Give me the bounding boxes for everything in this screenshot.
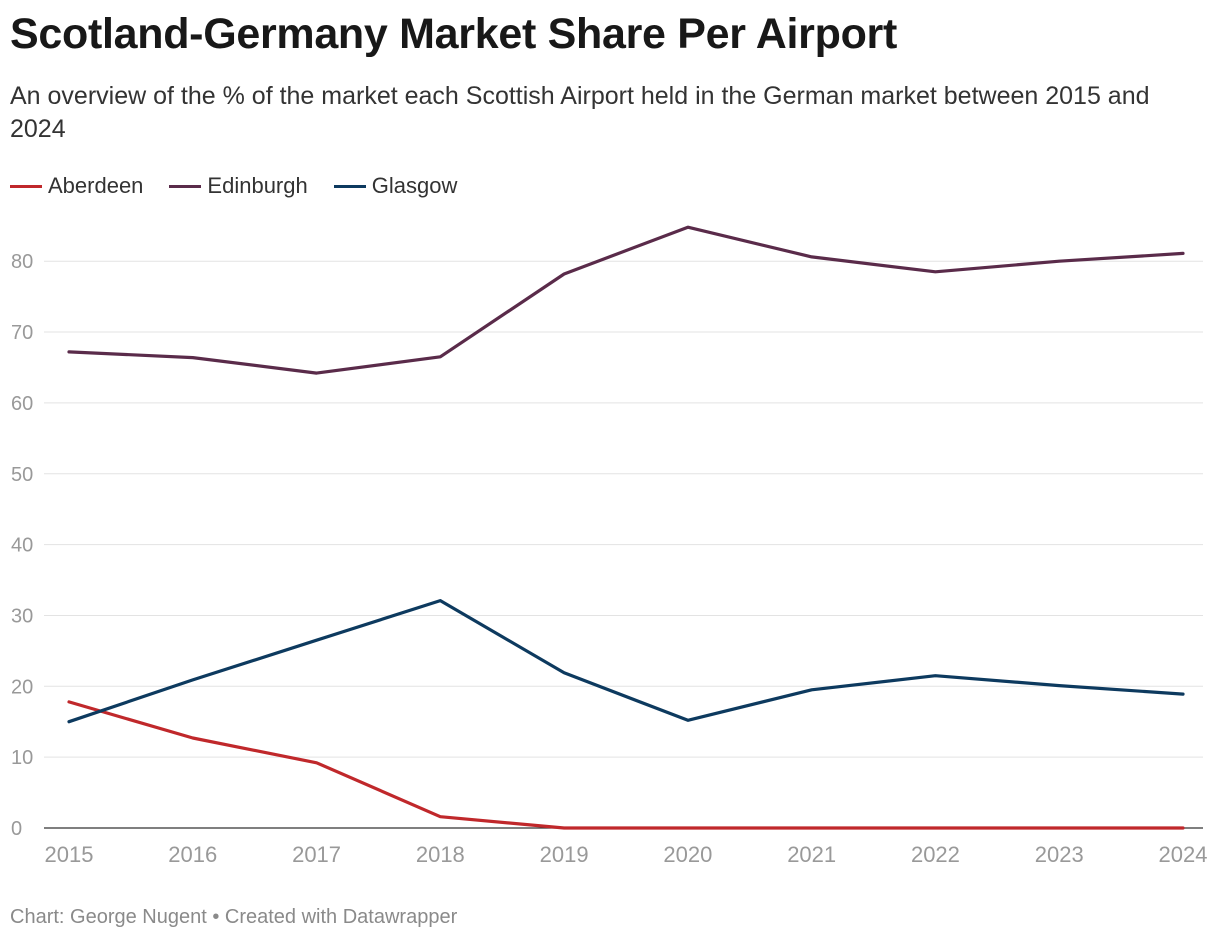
gridlines <box>44 260 1203 829</box>
legend-label-aberdeen: Aberdeen <box>48 173 144 198</box>
y-tick-label: 30 <box>11 605 33 627</box>
series-line-glasgow <box>67 598 1185 724</box>
y-tick-label: 60 <box>11 393 33 415</box>
x-tick-label: 2023 <box>1035 842 1084 867</box>
x-tick-label: 2024 <box>1159 842 1208 867</box>
legend: Aberdeen Edinburgh Glasgow <box>10 173 483 199</box>
x-tick-label: 2017 <box>292 842 341 867</box>
legend-swatch-edinburgh <box>169 184 202 188</box>
y-tick-label: 40 <box>11 535 33 557</box>
y-tick-label: 70 <box>11 322 33 344</box>
chart-subtitle: An overview of the % of the market each … <box>10 82 1150 143</box>
x-tick-label: 2020 <box>663 842 712 867</box>
x-tick-label: 2019 <box>540 842 589 867</box>
y-axis-ticks: 0 10 20 30 40 50 60 70 80 <box>11 251 33 840</box>
y-tick-label: 0 <box>11 818 22 840</box>
y-tick-label: 80 <box>11 251 33 273</box>
legend-item-aberdeen: Aberdeen <box>10 173 143 199</box>
x-tick-label: 2016 <box>168 842 217 867</box>
series-lines <box>67 225 1185 830</box>
legend-swatch-glasgow <box>333 184 366 188</box>
x-tick-label: 2022 <box>911 842 960 867</box>
series-line-aberdeen <box>67 700 1185 830</box>
chart-footer: Chart: George Nugent • Created with Data… <box>10 906 458 928</box>
legend-item-edinburgh: Edinburgh <box>169 173 308 199</box>
legend-item-glasgow: Glasgow <box>333 173 458 199</box>
legend-label-edinburgh: Edinburgh <box>207 173 308 198</box>
x-tick-label: 2018 <box>416 842 465 867</box>
y-tick-label: 20 <box>11 676 33 698</box>
x-tick-label: 2015 <box>45 842 94 867</box>
legend-swatch-aberdeen <box>10 184 42 188</box>
chart-title: Scotland-Germany Market Share Per Airpor… <box>10 10 897 58</box>
series-line-edinburgh <box>67 225 1185 375</box>
legend-label-glasgow: Glasgow <box>371 173 458 198</box>
y-tick-label: 10 <box>11 747 33 769</box>
x-axis-ticks: 2015 2016 2017 2018 2019 2020 2021 2022 2023 2024 <box>45 842 1208 867</box>
x-tick-label: 2021 <box>787 842 836 867</box>
y-tick-label: 50 <box>11 464 33 486</box>
